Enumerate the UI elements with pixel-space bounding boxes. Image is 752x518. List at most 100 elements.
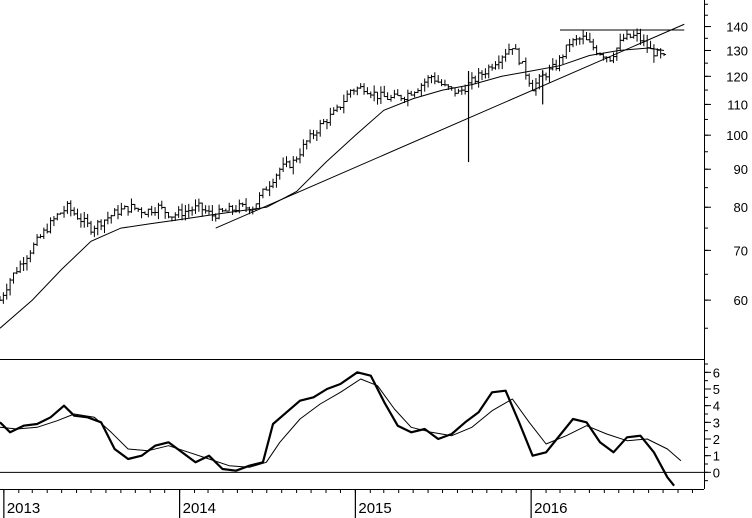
year-label: 2016	[534, 500, 567, 517]
price-bar	[324, 118, 329, 130]
price-bar	[641, 34, 646, 47]
price-tick-label: 100	[726, 128, 748, 143]
price-bar	[206, 205, 211, 215]
price-bar	[429, 74, 434, 84]
price-bar	[132, 203, 137, 211]
price-bar	[335, 104, 340, 113]
price-bar	[203, 205, 208, 214]
price-bar	[260, 188, 265, 199]
price-bar	[281, 157, 286, 173]
price-bar	[220, 208, 225, 213]
price-tick-label: 110	[727, 97, 748, 112]
osc-tick-label: 6	[713, 365, 720, 380]
price-bar	[115, 205, 120, 220]
price-bar	[14, 266, 19, 275]
price-bar	[180, 203, 185, 221]
price-bars	[0, 28, 667, 304]
price-bar	[459, 86, 464, 95]
osc-tick-label: 2	[713, 432, 720, 447]
osc-tick-label: 3	[713, 415, 720, 430]
year-label: 2015	[358, 500, 391, 517]
price-bar	[382, 85, 387, 98]
price-bar	[28, 250, 33, 263]
price-bar	[41, 227, 46, 239]
price-bar	[314, 130, 319, 142]
price-bar	[308, 129, 313, 144]
price-bar	[250, 206, 255, 215]
price-tick-label: 130	[726, 43, 748, 58]
price-tick-label: 120	[726, 69, 748, 84]
price-bar	[631, 30, 636, 39]
price-bar	[469, 72, 474, 90]
osc-thick-line	[0, 371, 675, 487]
price-bar	[560, 54, 565, 65]
price-bar	[294, 156, 299, 163]
price-tick-label: 60	[734, 293, 748, 308]
year-label: 2014	[183, 500, 216, 517]
price-bar	[176, 206, 181, 218]
price-bar	[453, 87, 458, 97]
price-bar	[136, 207, 141, 212]
price-bar	[523, 57, 528, 80]
price-bar	[159, 200, 164, 210]
price-bar	[389, 94, 394, 102]
price-bar	[574, 35, 579, 46]
price-bar	[577, 36, 582, 45]
price-bar	[591, 38, 596, 51]
price-bar	[210, 205, 215, 222]
price-bar	[567, 38, 572, 53]
price-tick-label: 70	[734, 243, 748, 258]
price-bar	[439, 79, 444, 87]
price-bar	[493, 61, 498, 70]
price-tick-label: 140	[726, 20, 748, 35]
price-bar	[153, 207, 158, 216]
support-trendline	[215, 23, 685, 229]
price-bar	[503, 48, 508, 62]
price-bar	[395, 89, 400, 97]
price-bar	[24, 255, 29, 271]
price-bar	[62, 205, 67, 218]
price-bar	[92, 225, 97, 238]
price-bar	[533, 78, 538, 96]
price-bar	[146, 208, 151, 218]
price-bar	[217, 204, 222, 220]
price-bar	[624, 30, 629, 41]
price-bar	[385, 92, 390, 101]
price-bar	[405, 89, 410, 107]
price-tick-label: 90	[734, 162, 748, 177]
year-label: 2013	[7, 500, 40, 517]
osc-tick-label: 1	[713, 449, 720, 464]
price-bar	[651, 44, 656, 63]
price-tick-label: 80	[734, 200, 748, 215]
osc-tick-label: 4	[713, 399, 720, 414]
price-bar	[426, 75, 431, 88]
price-bar	[1, 292, 6, 304]
osc-tick-label: 5	[713, 382, 720, 397]
price-bar	[584, 31, 589, 41]
price-bar	[345, 90, 350, 103]
price-bar	[662, 53, 667, 56]
price-bar	[51, 215, 56, 227]
price-bar	[328, 107, 333, 126]
price-bar	[587, 32, 592, 43]
price-bar	[99, 219, 104, 231]
oscillator-panel	[0, 371, 704, 487]
price-bar	[122, 205, 127, 210]
osc-tick-label: 0	[713, 465, 720, 480]
price-bar	[621, 33, 626, 42]
price-bar	[149, 205, 154, 216]
price-bar	[490, 63, 495, 71]
price-bar	[126, 205, 131, 216]
price-bar	[527, 73, 532, 87]
price-bar	[78, 213, 83, 228]
price-bar	[267, 181, 272, 197]
price-bar	[196, 198, 201, 212]
price-bar	[4, 283, 9, 300]
price-bar	[190, 206, 195, 216]
price-bar	[648, 40, 653, 50]
price-bar	[513, 44, 518, 50]
price-bar	[517, 47, 522, 66]
price-bar	[618, 33, 623, 51]
price-bar	[35, 234, 40, 247]
